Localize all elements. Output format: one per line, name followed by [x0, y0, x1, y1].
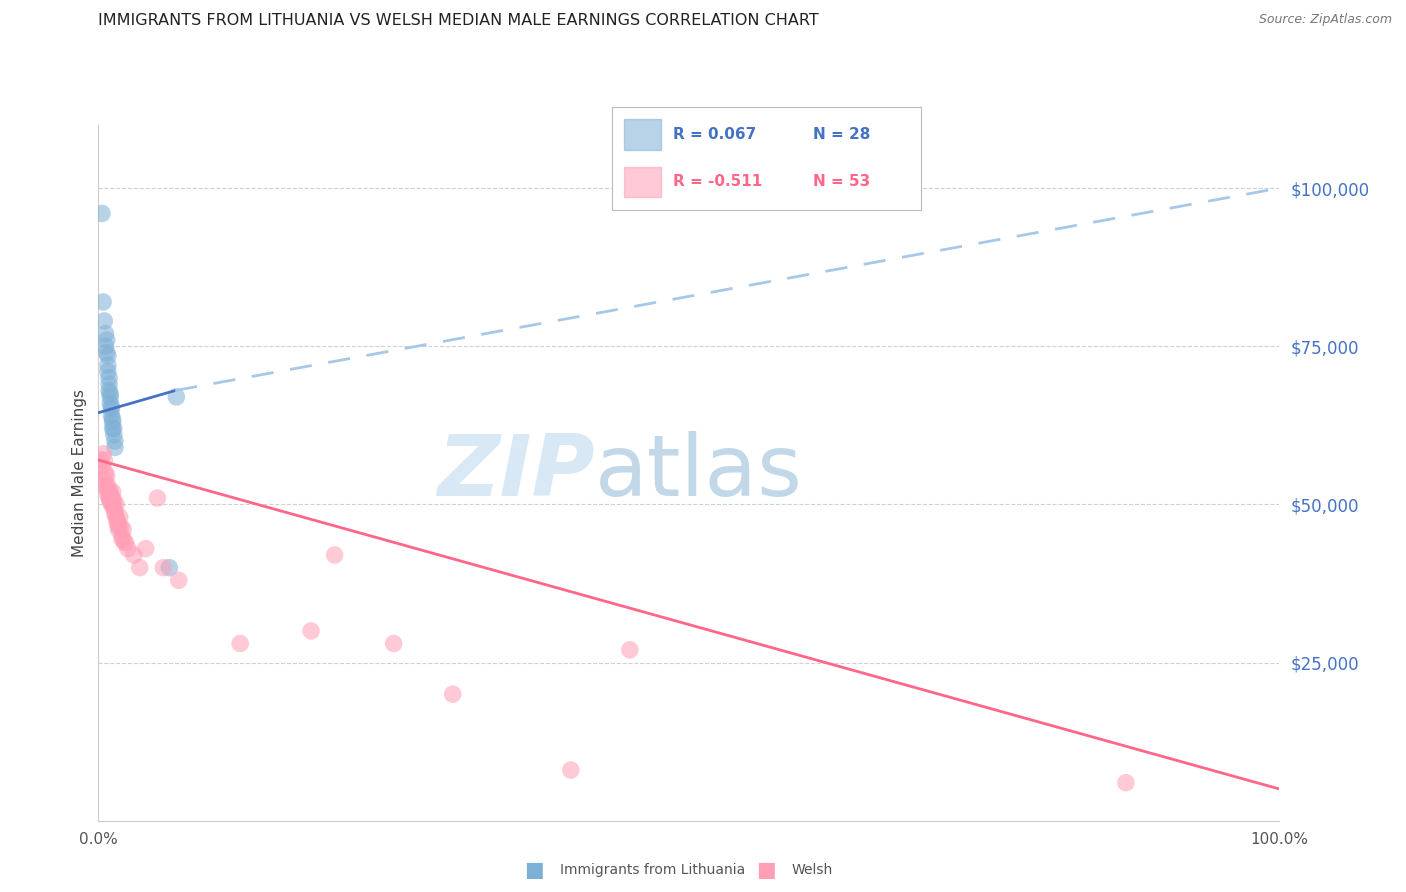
Point — [107, 519, 129, 533]
Point — [229, 636, 252, 650]
Text: Immigrants from Lithuania: Immigrants from Lithuania — [560, 863, 745, 877]
Point — [96, 482, 118, 496]
Point — [97, 478, 120, 492]
Point — [100, 494, 122, 508]
Text: IMMIGRANTS FROM LITHUANIA VS WELSH MEDIAN MALE EARNINGS CORRELATION CHART: IMMIGRANTS FROM LITHUANIA VS WELSH MEDIA… — [98, 13, 820, 29]
Point — [97, 349, 120, 363]
Point — [97, 488, 120, 502]
Point — [98, 484, 121, 499]
Point — [91, 447, 114, 461]
Point — [91, 295, 114, 310]
Point — [96, 333, 118, 347]
Text: R = -0.511: R = -0.511 — [673, 175, 762, 189]
Point — [299, 624, 322, 638]
Point — [122, 548, 145, 562]
Y-axis label: Median Male Earnings: Median Male Earnings — [72, 389, 87, 557]
Point — [100, 497, 122, 511]
Point — [100, 400, 122, 414]
Point — [94, 339, 117, 353]
Text: Source: ZipAtlas.com: Source: ZipAtlas.com — [1258, 13, 1392, 27]
Point — [117, 541, 139, 556]
Point — [103, 500, 125, 515]
Point — [165, 390, 187, 404]
Point — [98, 371, 121, 385]
Point — [382, 636, 405, 650]
Text: N = 28: N = 28 — [813, 128, 870, 142]
Point — [97, 365, 120, 379]
Point — [98, 494, 121, 508]
Text: N = 53: N = 53 — [813, 175, 870, 189]
Point — [91, 206, 114, 220]
Point — [112, 535, 135, 549]
Point — [101, 415, 124, 429]
Point — [1115, 775, 1137, 789]
Point — [104, 434, 127, 449]
Point — [94, 466, 117, 480]
Point — [94, 478, 117, 492]
Text: Welsh: Welsh — [792, 863, 832, 877]
Point — [167, 574, 190, 588]
Point — [104, 504, 127, 518]
Point — [97, 358, 120, 372]
Point — [98, 396, 121, 410]
Point — [96, 345, 118, 359]
Point — [101, 484, 124, 499]
Bar — [624, 120, 661, 150]
Point — [93, 314, 115, 328]
Point — [105, 516, 128, 531]
Point — [111, 529, 134, 543]
Point — [93, 453, 115, 467]
Point — [105, 513, 128, 527]
Point — [98, 491, 121, 505]
Point — [103, 494, 125, 508]
Point — [114, 535, 136, 549]
Point — [98, 386, 121, 401]
Point — [108, 510, 131, 524]
Point — [619, 643, 641, 657]
Bar — [624, 167, 661, 197]
Point — [111, 532, 134, 546]
Point — [90, 453, 112, 467]
Point — [100, 402, 122, 417]
Point — [107, 523, 129, 537]
Point — [105, 497, 128, 511]
Text: ■: ■ — [524, 860, 544, 880]
Point — [101, 497, 124, 511]
Point — [100, 409, 122, 423]
Point — [101, 421, 124, 435]
Point — [128, 560, 150, 574]
Point — [101, 412, 124, 426]
Point — [98, 390, 121, 404]
Point — [104, 507, 127, 521]
Point — [105, 510, 128, 524]
Point — [152, 560, 174, 574]
Point — [98, 377, 121, 392]
Text: ZIP: ZIP — [437, 431, 595, 515]
Point — [94, 326, 117, 341]
Text: atlas: atlas — [595, 431, 803, 515]
Text: ■: ■ — [756, 860, 776, 880]
Point — [157, 560, 180, 574]
Point — [560, 763, 582, 777]
Point — [98, 384, 121, 398]
Point — [101, 491, 124, 505]
Point — [96, 469, 118, 483]
Point — [323, 548, 346, 562]
Point — [98, 484, 121, 499]
Point — [112, 523, 135, 537]
Point — [441, 687, 464, 701]
Point — [98, 491, 121, 505]
Point — [103, 421, 125, 435]
Point — [110, 519, 132, 533]
Point — [135, 541, 157, 556]
Point — [146, 491, 169, 505]
Text: R = 0.067: R = 0.067 — [673, 128, 756, 142]
Point — [103, 427, 125, 442]
Point — [91, 459, 114, 474]
Point — [104, 441, 127, 455]
Point — [93, 472, 115, 486]
